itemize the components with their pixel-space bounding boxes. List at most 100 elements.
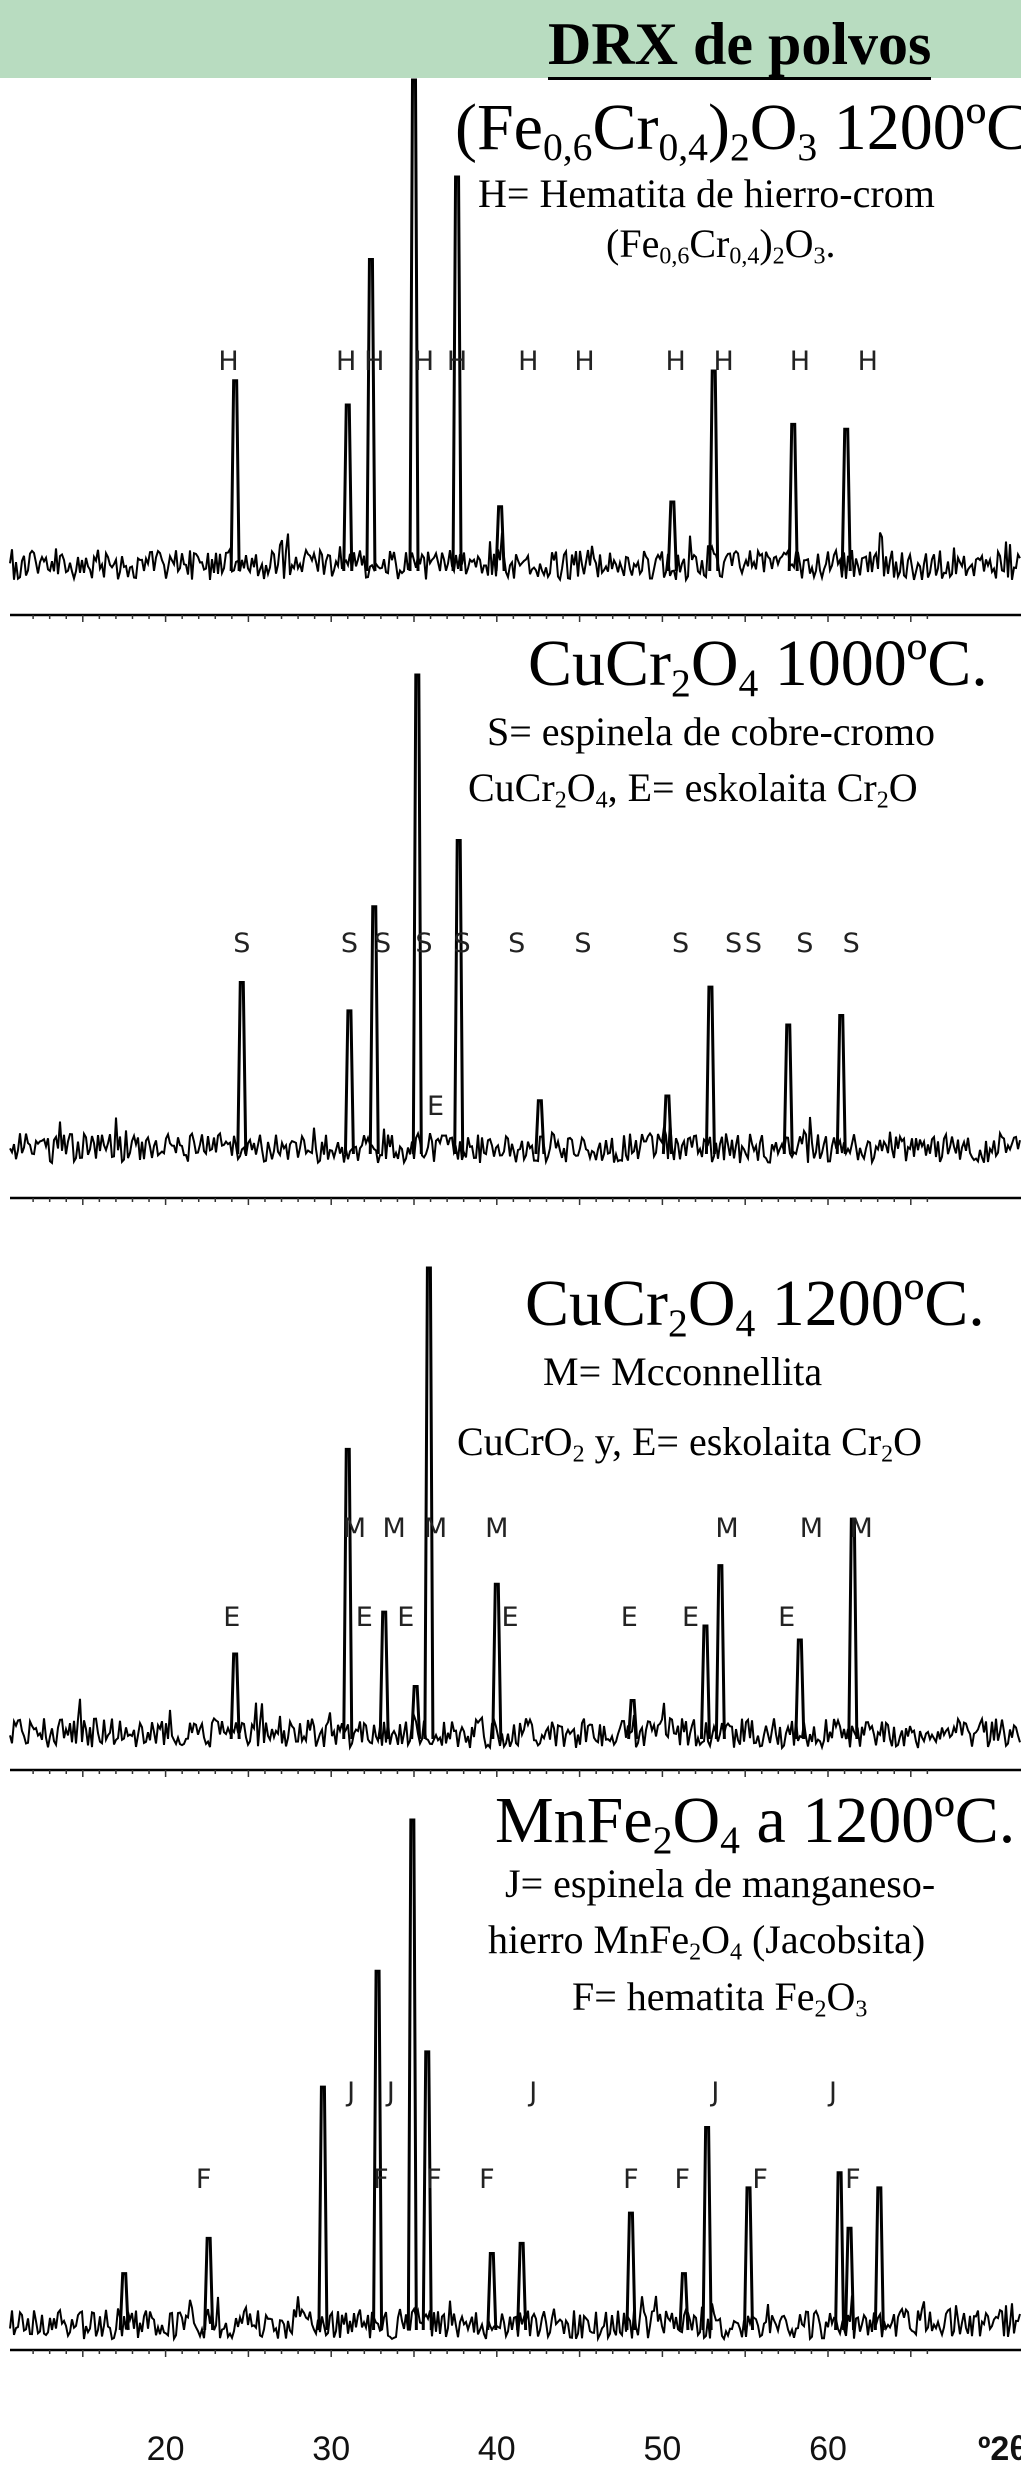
phase-label: E	[427, 1091, 444, 1122]
phase-label: F	[196, 2164, 212, 2195]
subscript: 0,4	[729, 243, 760, 270]
diffraction-peak	[699, 1624, 711, 1740]
diffraction-peak	[229, 379, 241, 572]
phase-label: M	[343, 1513, 366, 1544]
caption-text: O	[749, 91, 798, 164]
caption-text: 1200ºC.	[755, 1267, 985, 1340]
phase-label: J	[345, 2077, 355, 2108]
diffraction-peak	[516, 2241, 528, 2331]
phase-label: S	[745, 928, 762, 959]
x-tick-label: 30	[312, 2430, 350, 2467]
diffractogram-panel-3: M M M M M M ME E E E E E E	[9, 1266, 1021, 1777]
x-tick-label: 50	[643, 2430, 681, 2467]
phase-label: H	[218, 346, 238, 377]
subscript: 3	[813, 243, 826, 270]
phase-label: S	[574, 928, 591, 959]
subscript: 4	[595, 787, 608, 814]
phase-label: S	[374, 928, 391, 959]
subscript: 2	[554, 787, 567, 814]
diffraction-peak	[229, 1652, 241, 1740]
diffraction-peak	[491, 1582, 503, 1740]
subscript: 2	[572, 1441, 585, 1468]
diffraction-peak	[847, 1517, 859, 1740]
caption-text: O	[672, 1784, 721, 1857]
phase-label: S	[415, 928, 432, 959]
phase-label: S	[725, 928, 742, 959]
diffraction-peak	[411, 673, 423, 1155]
panel-3-title: CuCr2O4 1200ºC.	[525, 1268, 985, 1345]
diffractogram-panel-2: S S S S S S S S S S S SE	[9, 673, 1021, 1205]
diffraction-peak	[844, 2226, 856, 2331]
panel-2-legend-line: CuCr2O4, E= eskolaita Cr2O	[468, 766, 918, 815]
caption-text: Cr	[592, 91, 659, 164]
caption-text: )	[759, 221, 773, 266]
caption-text: y, E= eskolaita Cr	[584, 1419, 882, 1464]
diffraction-peak	[534, 1099, 546, 1155]
subscript: 0,4	[658, 125, 708, 170]
title-banner	[0, 0, 1021, 78]
x-axis-unit: º2θ	[978, 2430, 1021, 2467]
phase-label: J	[385, 2077, 395, 2108]
diffraction-peak	[782, 1023, 794, 1155]
diffraction-peak	[451, 175, 463, 572]
phase-label: M	[800, 1513, 823, 1544]
phase-label: J	[527, 2077, 537, 2108]
phase-label: E	[223, 1602, 240, 1633]
caption-text: (Fe	[606, 221, 660, 266]
phase-label: F	[752, 2164, 768, 2195]
phase-label: H	[665, 346, 685, 377]
phase-label: E	[778, 1602, 795, 1633]
caption-text: F= hematita Fe	[572, 1974, 815, 2019]
phase-label: E	[356, 1602, 373, 1633]
subscript: 2	[652, 1818, 673, 1863]
diffractogram-panel-4: J J J J JF F F F F F F F	[9, 1818, 1021, 2357]
phase-label: H	[574, 346, 594, 377]
diffraction-peak	[627, 1698, 639, 1740]
panel-4-legend-line: J= espinela de manganeso-	[505, 1862, 935, 1905]
caption-text: O	[566, 765, 596, 810]
caption-text: 1000ºC.	[758, 627, 988, 700]
panel-3-legend-line: M= Mcconnellita	[543, 1350, 822, 1393]
diffraction-peak	[704, 985, 716, 1155]
phase-label: E	[621, 1602, 638, 1633]
panel-1-legend-line: H= Hematita de hierro-crom	[478, 172, 935, 215]
diffraction-peak	[453, 839, 465, 1155]
caption-text: M= Mcconnellita	[543, 1349, 823, 1394]
subscript: 4	[735, 1301, 756, 1346]
subscript: 2	[671, 661, 691, 706]
diffraction-peak	[342, 403, 354, 572]
caption-text: O	[784, 221, 814, 266]
subscript: 2	[689, 1939, 702, 1966]
phase-label: H	[447, 346, 467, 377]
phase-label: J	[827, 2077, 837, 2108]
diffraction-peak	[661, 1094, 673, 1155]
caption-text: CuCr	[468, 765, 555, 810]
diffraction-peak	[410, 1685, 422, 1740]
subscript: 2	[876, 787, 889, 814]
diffraction-peak	[408, 78, 420, 572]
caption-text: 1200ºC	[817, 91, 1021, 164]
subscript: 4	[729, 1939, 742, 1966]
phase-label: S	[843, 928, 860, 959]
phase-label: H	[364, 346, 384, 377]
caption-text: O	[701, 1917, 730, 1962]
diffraction-peak	[365, 257, 377, 572]
subscript: 2	[814, 1996, 827, 2023]
diffraction-peak	[714, 1564, 726, 1740]
phase-label: H	[790, 346, 810, 377]
phase-label: H	[858, 346, 878, 377]
diffraction-peak	[678, 2272, 690, 2331]
caption-text: (Jacobsita)	[741, 1917, 926, 1962]
phase-label: S	[453, 928, 470, 959]
caption-text: O	[687, 1267, 736, 1340]
diffraction-peak	[743, 2186, 755, 2331]
phase-label: S	[796, 928, 813, 959]
diffraction-peak	[423, 1266, 435, 1740]
subscript: 0,6	[659, 243, 690, 270]
phase-label: M	[849, 1513, 872, 1544]
phase-label: H	[714, 346, 734, 377]
diffraction-peak	[203, 2236, 215, 2331]
phase-label: H	[414, 346, 434, 377]
